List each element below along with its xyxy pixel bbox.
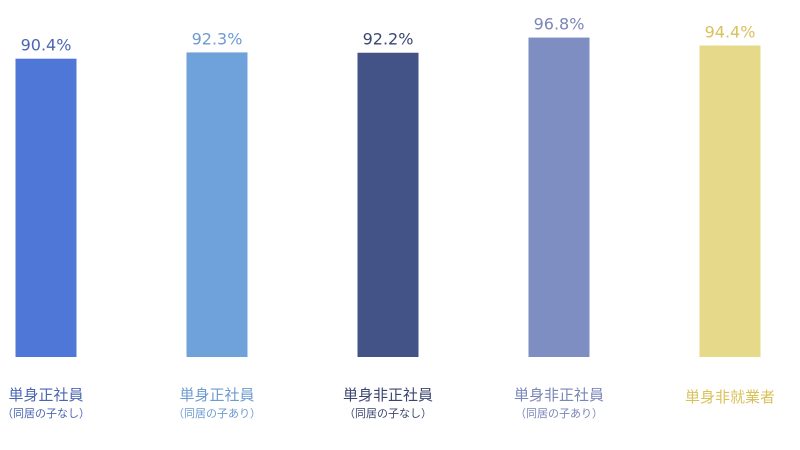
category-sublabel-1: （同居の子なし） xyxy=(2,407,90,420)
category-label-2: 単身正社員 xyxy=(179,386,254,404)
category-sublabel-4: （同居の子あり） xyxy=(515,407,603,420)
category-label-1: 単身正社員 xyxy=(8,386,83,404)
category-label-3: 単身非正社員 xyxy=(343,386,433,404)
category-label-5: 単身非就業者 xyxy=(685,388,775,406)
bar-5 xyxy=(699,45,761,357)
bar-1 xyxy=(15,58,77,358)
value-label-4: 96.8% xyxy=(534,15,585,34)
category-label-4: 単身非正社員 xyxy=(514,386,604,404)
value-label-2: 92.3% xyxy=(192,29,243,48)
value-label-1: 90.4% xyxy=(21,36,72,55)
bar-4 xyxy=(528,37,590,358)
bar-2 xyxy=(186,52,248,357)
bar-3 xyxy=(357,52,419,358)
value-label-5: 94.4% xyxy=(705,22,756,41)
value-label-3: 92.2% xyxy=(363,30,414,49)
category-sublabel-2: （同居の子あり） xyxy=(173,407,261,420)
category-sublabel-3: （同居の子なし） xyxy=(344,407,432,420)
